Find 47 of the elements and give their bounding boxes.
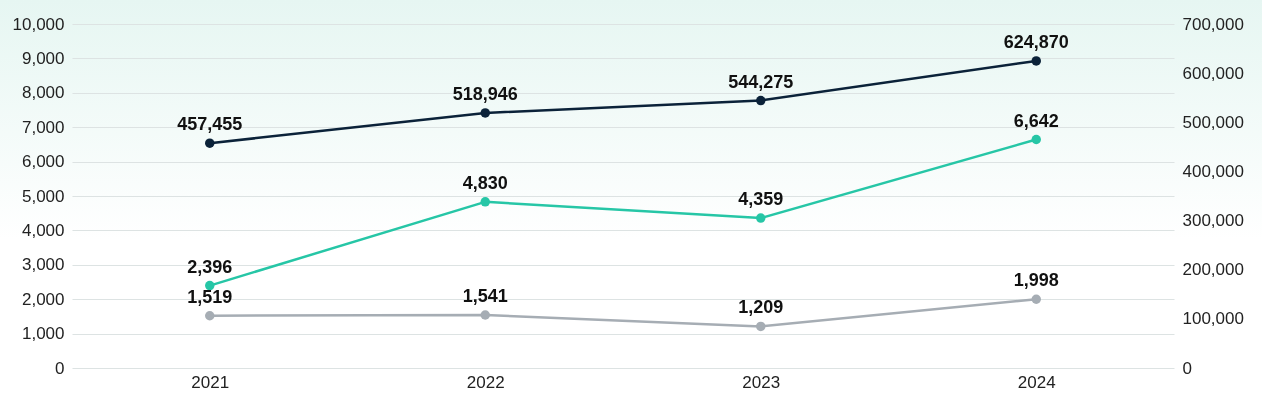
data-label: 4,830 — [462, 172, 508, 193]
y-tick-label: 3,000 — [21, 255, 65, 275]
point — [756, 213, 766, 223]
y2-tick-label: 100,000 — [1182, 309, 1244, 329]
y-tick-label: 5,000 — [21, 186, 65, 206]
point — [480, 108, 490, 118]
x-tick-label: 2023 — [742, 372, 781, 392]
data-label: 1,209 — [738, 297, 784, 318]
point — [1031, 56, 1041, 66]
point — [480, 310, 490, 320]
data-label: 1,541 — [462, 285, 508, 306]
y2-tick-label: 0 — [1182, 358, 1192, 378]
y2-tick-label: 600,000 — [1182, 63, 1244, 83]
x-tick-label: 2024 — [1017, 372, 1056, 392]
data-label: 518,946 — [452, 83, 518, 104]
point — [756, 95, 766, 106]
y-tick-label: 0 — [55, 358, 65, 378]
x-tick-label: 2021 — [191, 372, 230, 392]
x-tick-label: 2022 — [466, 372, 505, 392]
y2-tick-label: 300,000 — [1182, 211, 1244, 231]
y-tick-label: 8,000 — [21, 83, 65, 103]
data-label: 457,455 — [177, 114, 243, 135]
y-tick-label: 2,000 — [21, 289, 65, 309]
point — [205, 280, 215, 291]
point — [1031, 134, 1041, 145]
data-label: 1,519 — [187, 286, 233, 307]
y2-tick-label: 200,000 — [1182, 260, 1244, 280]
point — [205, 138, 215, 148]
data-label: 6,642 — [1013, 110, 1059, 131]
y2-tick-label: 500,000 — [1182, 112, 1244, 132]
y2-tick-label: 700,000 — [1182, 14, 1244, 34]
y2-tick-label: 400,000 — [1182, 161, 1244, 181]
data-label: 1,998 — [1013, 270, 1059, 291]
y-tick-label: 1,000 — [21, 324, 65, 344]
y-tick-label: 9,000 — [21, 48, 65, 68]
y-tick-label: 7,000 — [21, 117, 65, 137]
y-tick-label: 6,000 — [21, 152, 65, 172]
data-label: 4,359 — [738, 189, 784, 210]
data-label: 624,870 — [1003, 31, 1069, 52]
data-label: 544,275 — [728, 71, 794, 92]
y-tick-label: 10,000 — [12, 14, 65, 34]
point — [480, 197, 490, 207]
point — [1031, 294, 1041, 304]
y-tick-label: 4,000 — [21, 220, 65, 240]
point — [205, 311, 215, 321]
point — [756, 321, 766, 332]
data-label: 2,396 — [187, 256, 233, 277]
